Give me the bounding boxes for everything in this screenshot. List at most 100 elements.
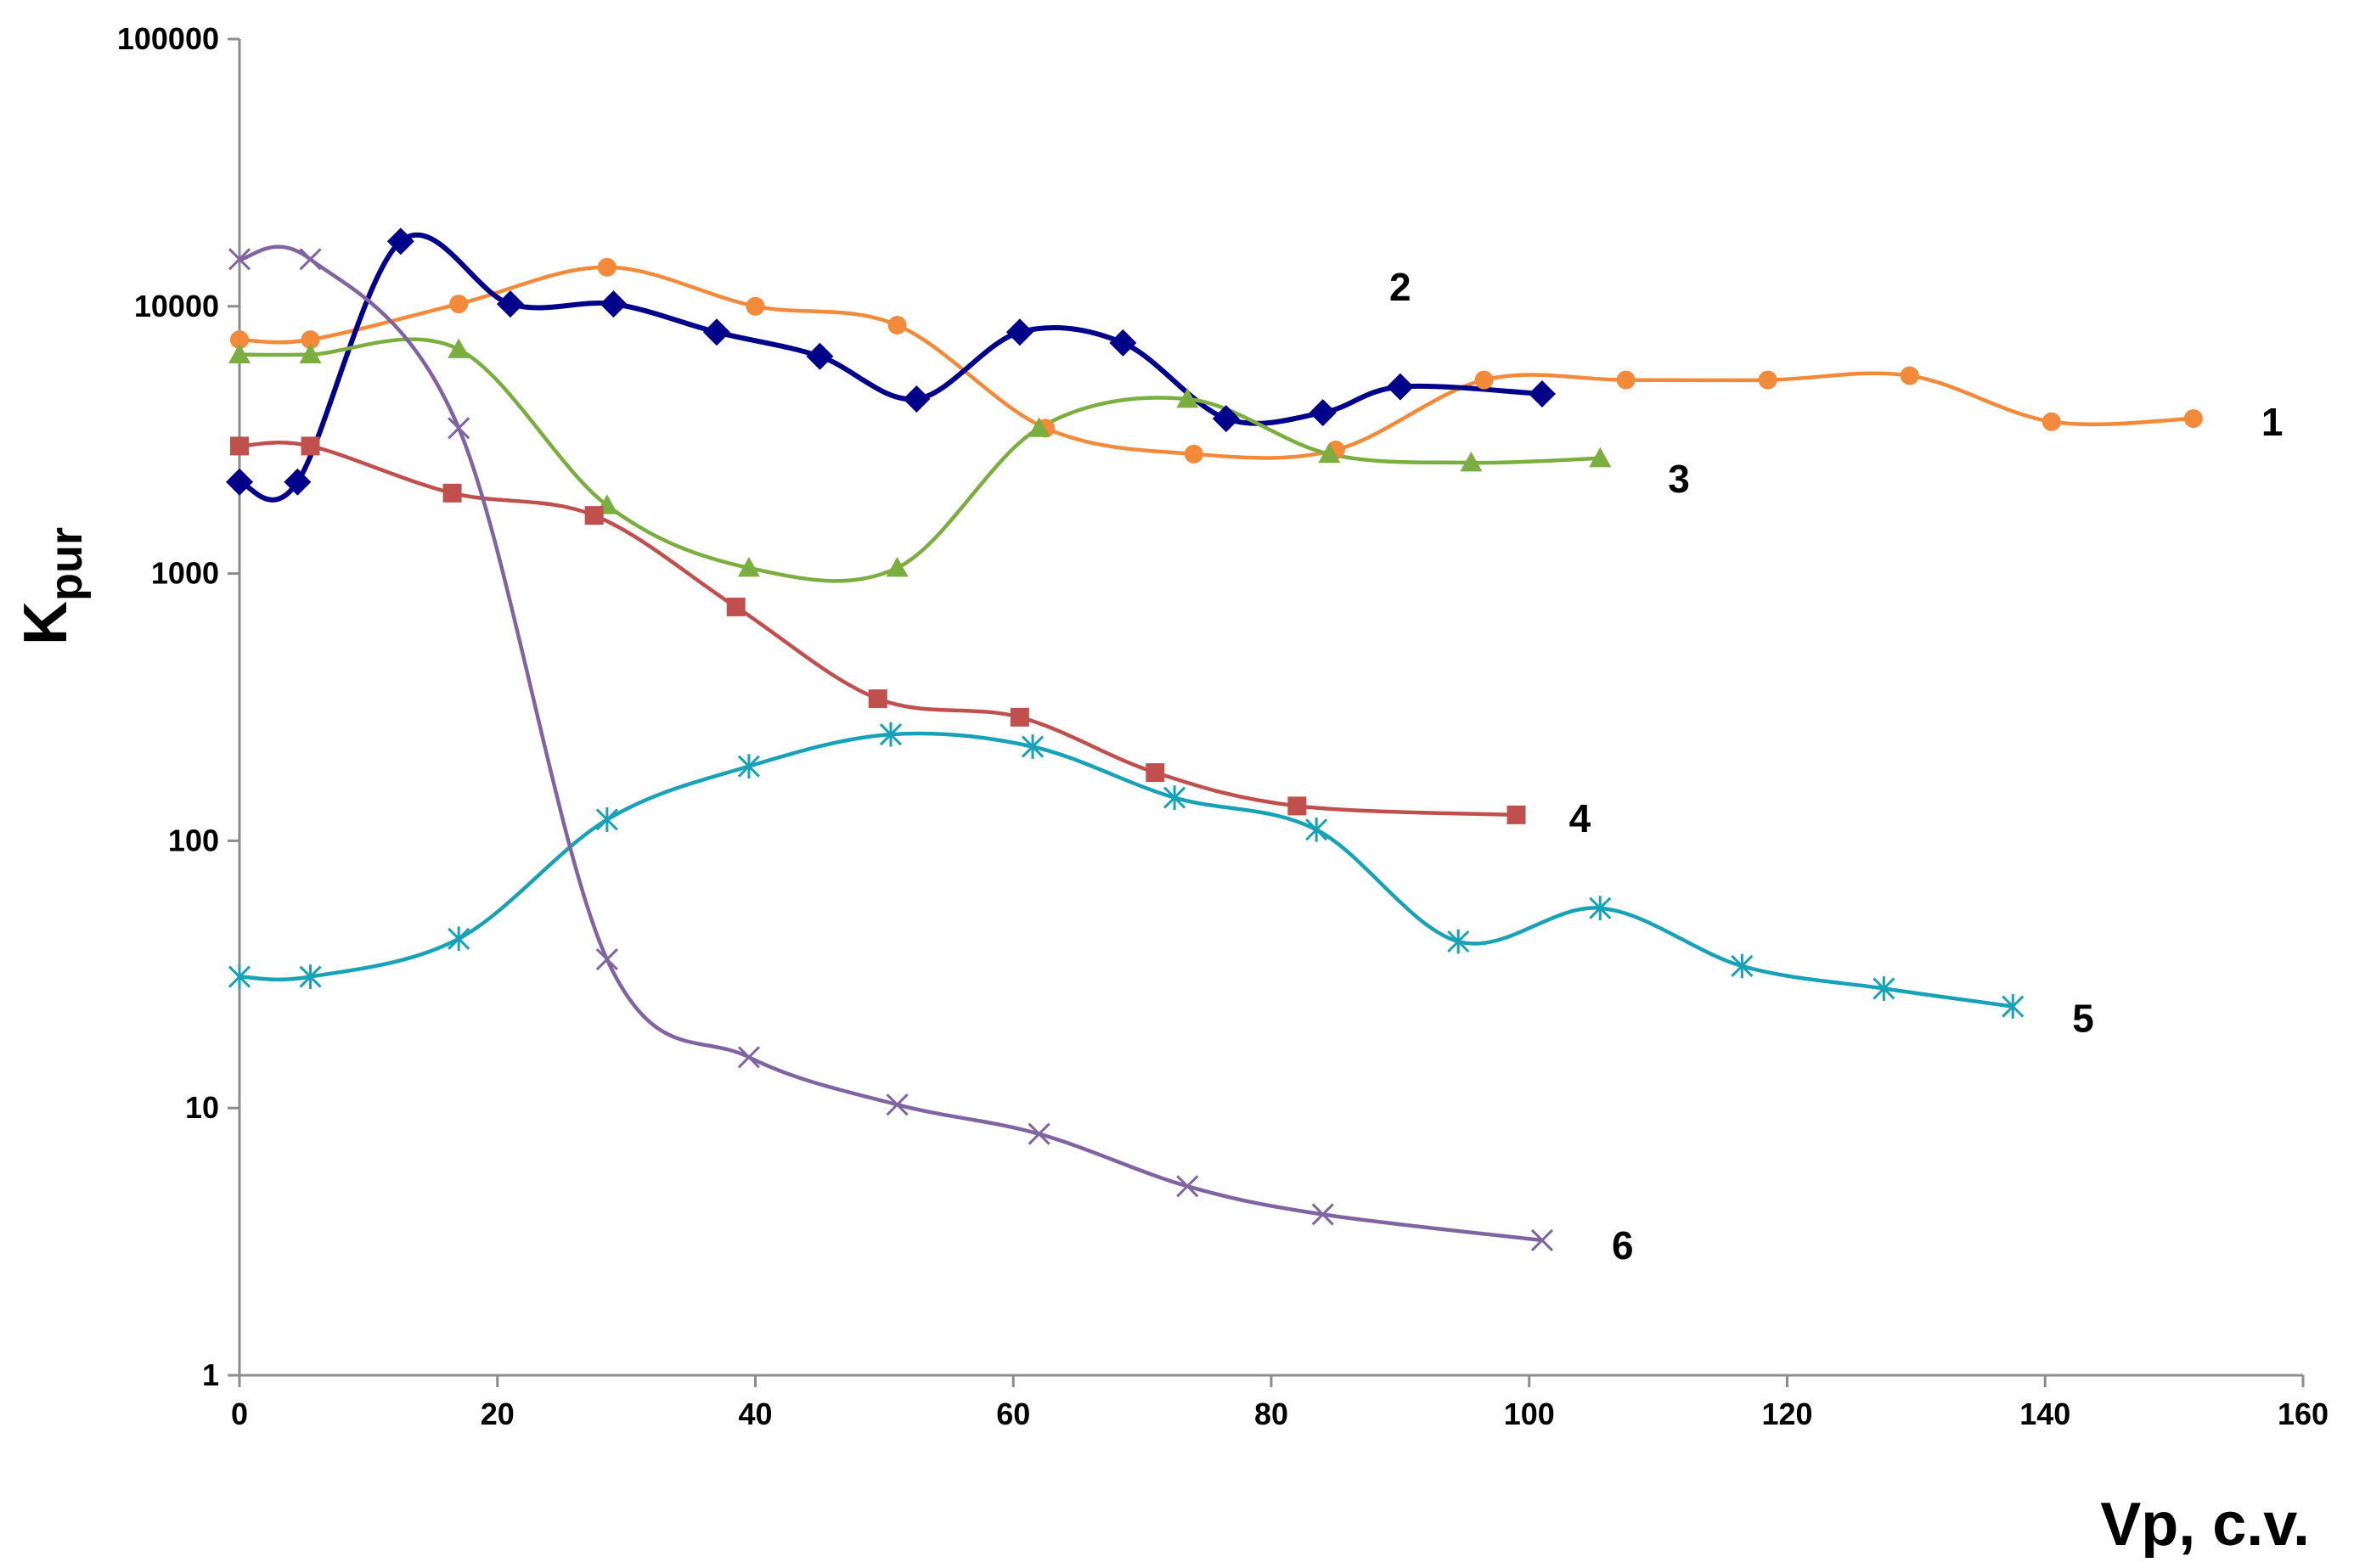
series-2-point [1212,405,1240,433]
y-tick-label: 1 [202,1357,219,1392]
series-5-point [228,964,251,989]
x-tick-label: 160 [2278,1397,2329,1431]
series-1-point [1184,444,1203,464]
series-5-point [299,964,322,989]
series-2-label: 2 [1389,265,1411,309]
x-tick-label: 60 [996,1397,1030,1431]
series-4-point [301,436,320,456]
y-ticks: 1 10 100 1000 10000 100000 [117,21,239,1392]
series-1-point [887,316,907,335]
series-3-point [1318,442,1341,464]
series-5-point [595,807,618,832]
series-6-point [886,1093,909,1116]
series-3-point [448,338,470,358]
series-5-point [448,926,470,952]
series-5-point [879,722,903,747]
series-6-point [1028,1122,1050,1145]
series-2-line [237,232,1545,503]
series-6-point [1176,1175,1199,1198]
series-1-point [597,257,617,277]
series-5-point [2002,994,2025,1019]
series-6-point [595,948,618,971]
x-tick-label: 0 [231,1397,248,1431]
series-3-line [237,337,1602,583]
series-1-point [1758,370,1777,390]
series-1-point [1474,370,1494,390]
series-2-point [496,290,524,318]
x-tick-label: 40 [738,1397,772,1431]
y-tick-label: 10000 [134,289,219,323]
series-5-line [237,731,2015,1009]
series-2-point [600,290,628,318]
series-5-point [1163,785,1186,811]
x-ticks: 0 20 40 60 80 100 120 140 160 [231,1375,2329,1431]
series-1-point [746,296,765,316]
series-5-point [1021,734,1045,759]
series-3-point [886,556,909,577]
series-labels: 1 2 3 4 5 6 [1389,265,2284,1267]
y-axis-title: Kpur [12,527,92,645]
series-2-point [1005,318,1033,346]
series-5-point [1589,896,1612,921]
x-axis-title: Vp, c.v. [2100,1491,2310,1559]
x-tick-label: 80 [1254,1397,1288,1431]
x-tick-label: 120 [1761,1397,1812,1431]
x-tick-label: 100 [1504,1397,1555,1431]
series-3-point [1460,451,1483,472]
series-markers [226,228,2203,1252]
y-axis-title-subscript: pur [41,527,92,601]
series-4-label: 4 [1569,796,1591,840]
series-2-point [284,468,312,496]
series-2-point [702,318,730,346]
series-2-point [806,342,834,370]
series-2-point [1109,329,1137,357]
x-tick-label: 20 [481,1397,515,1431]
series-1-point [449,295,469,314]
series-1-point [2041,412,2061,431]
series-3-point [1589,447,1612,468]
series-1-point [1900,366,1919,385]
series-5-point [1305,817,1328,842]
series-2-point [1309,399,1337,427]
series-4-point [230,436,249,456]
series-2-point [386,228,414,256]
series-4-point [584,506,604,525]
series-6-point [737,1046,760,1069]
series-1-line [237,265,2196,460]
series-5-point [1731,953,1754,979]
series-2-point [1528,380,1556,408]
y-axis-title-main: K [12,601,80,645]
series-1-point [2183,409,2203,429]
axes [238,39,2303,1377]
series-5-point [1447,929,1470,954]
series-lines [237,232,2196,1243]
series-1-point [301,330,320,350]
series-5-label: 5 [2072,997,2094,1041]
series-3-point [737,556,760,577]
series-3-point [228,343,251,364]
series-6-point [448,417,470,440]
series-3-point [299,343,322,364]
series-4-line [237,441,1518,818]
series-1-point [230,330,249,350]
series-6-point [228,248,251,271]
series-2-point [1386,373,1414,401]
series-3-point [1176,387,1199,408]
series-5-point [737,754,760,779]
x-tick-label: 140 [2019,1397,2070,1431]
y-tick-label: 100000 [117,21,219,56]
series-4-point [442,483,462,503]
series-1-point [1616,370,1636,390]
series-6-label: 6 [1612,1223,1634,1267]
y-tick-label: 1000 [151,556,219,591]
y-tick-label: 10 [185,1090,219,1125]
series-6-point [1530,1228,1553,1252]
series-1-label: 1 [2261,400,2284,444]
series-6-point [1311,1203,1334,1226]
series-4-point [1146,763,1165,783]
series-6-line [237,244,1545,1243]
series-2-point [903,385,931,413]
series-4-point [726,597,746,616]
series-4-point [868,689,887,709]
